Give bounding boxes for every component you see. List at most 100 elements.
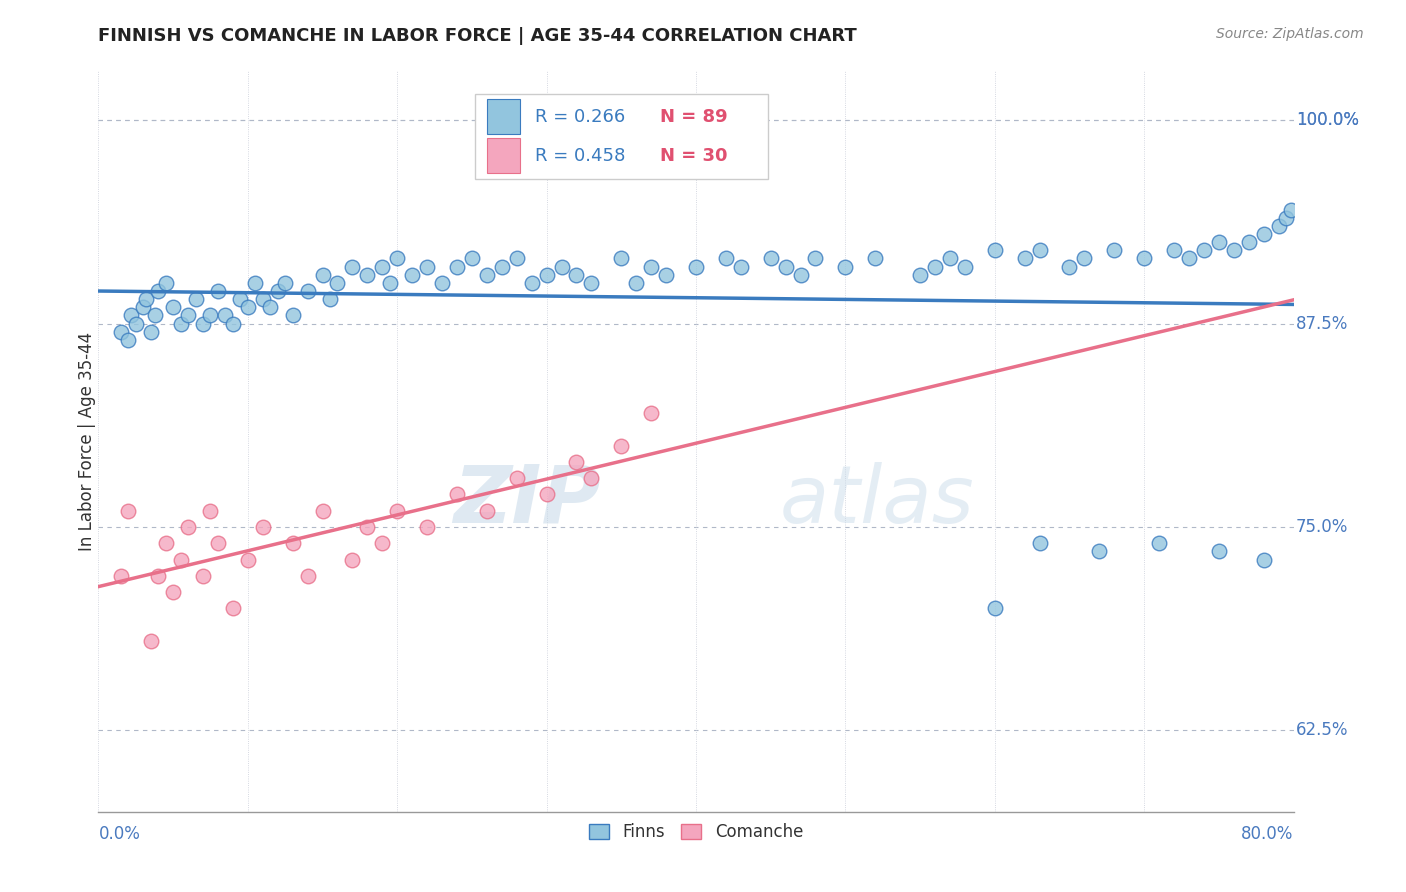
Text: 100.0%: 100.0% (1296, 112, 1360, 129)
Point (1279, 202, 1302, 217)
Text: atlas: atlas (779, 462, 974, 540)
Point (1133, 252, 1156, 266)
Point (110, 325, 132, 339)
Point (110, 568, 132, 582)
Point (1028, 244, 1050, 258)
Point (297, 568, 319, 582)
Point (139, 325, 162, 339)
Point (1147, 536, 1170, 550)
Point (475, 268, 498, 282)
Point (191, 317, 214, 331)
Point (1163, 244, 1185, 258)
Point (1073, 252, 1095, 266)
Point (207, 284, 229, 298)
Point (789, 268, 811, 282)
Text: R = 0.458: R = 0.458 (534, 146, 626, 165)
Point (125, 317, 148, 331)
Point (506, 252, 529, 266)
Point (655, 268, 678, 282)
Point (252, 520, 274, 534)
Point (1267, 219, 1289, 233)
Point (626, 276, 648, 290)
Point (953, 260, 976, 274)
Point (117, 333, 139, 347)
Point (155, 276, 177, 290)
Point (550, 260, 572, 274)
Point (371, 260, 394, 274)
Point (297, 284, 319, 298)
Point (259, 301, 281, 315)
Point (536, 268, 558, 282)
Point (200, 504, 222, 518)
Point (430, 276, 453, 290)
Point (1104, 244, 1126, 258)
Point (385, 252, 409, 266)
Point (311, 268, 333, 282)
Point (520, 276, 543, 290)
Point (1275, 211, 1298, 225)
Point (342, 552, 364, 566)
Text: Source: ZipAtlas.com: Source: ZipAtlas.com (1216, 27, 1364, 41)
Point (148, 568, 170, 582)
Point (1014, 252, 1036, 266)
FancyBboxPatch shape (486, 99, 520, 135)
Point (162, 585, 184, 599)
Text: N = 89: N = 89 (661, 108, 728, 126)
Point (245, 276, 267, 290)
Point (1028, 536, 1050, 550)
Point (356, 268, 378, 282)
Point (252, 292, 274, 306)
Point (401, 268, 423, 282)
Text: 62.5%: 62.5% (1296, 722, 1348, 739)
Text: FINNISH VS COMANCHE IN LABOR FORCE | AGE 35-44 CORRELATION CHART: FINNISH VS COMANCHE IN LABOR FORCE | AGE… (98, 27, 858, 45)
Point (416, 260, 439, 274)
Point (565, 268, 588, 282)
Point (117, 504, 139, 518)
Point (132, 301, 155, 315)
Point (491, 260, 513, 274)
Point (865, 252, 887, 266)
Point (267, 284, 290, 298)
Point (274, 276, 297, 290)
Point (984, 244, 1007, 258)
Point (1088, 544, 1111, 558)
Point (610, 252, 633, 266)
Point (804, 252, 827, 266)
Point (177, 520, 200, 534)
Point (378, 276, 401, 290)
Point (714, 252, 737, 266)
Point (1237, 235, 1260, 250)
Point (371, 536, 394, 550)
Point (143, 309, 166, 323)
Text: 100.0%: 100.0% (1296, 112, 1360, 129)
Point (1223, 244, 1246, 258)
Y-axis label: In Labor Force | Age 35-44: In Labor Force | Age 35-44 (79, 332, 96, 551)
Point (685, 260, 707, 274)
Point (1178, 252, 1201, 266)
Point (169, 317, 191, 331)
FancyBboxPatch shape (475, 94, 768, 178)
Point (1192, 244, 1215, 258)
Point (326, 276, 349, 290)
Point (222, 317, 245, 331)
Point (446, 260, 468, 274)
Point (120, 309, 142, 323)
Point (984, 601, 1007, 615)
Point (155, 536, 177, 550)
Point (200, 309, 222, 323)
Point (281, 536, 304, 550)
Point (319, 292, 342, 306)
Point (640, 406, 662, 420)
Point (139, 633, 162, 648)
Text: N = 30: N = 30 (661, 146, 728, 165)
Text: 87.5%: 87.5% (1296, 315, 1348, 333)
Point (385, 504, 409, 518)
Point (1253, 227, 1275, 241)
Point (1208, 235, 1230, 250)
Point (610, 439, 633, 453)
Point (581, 276, 603, 290)
Point (191, 568, 214, 582)
Point (222, 601, 245, 615)
Point (162, 301, 184, 315)
Point (236, 301, 259, 315)
